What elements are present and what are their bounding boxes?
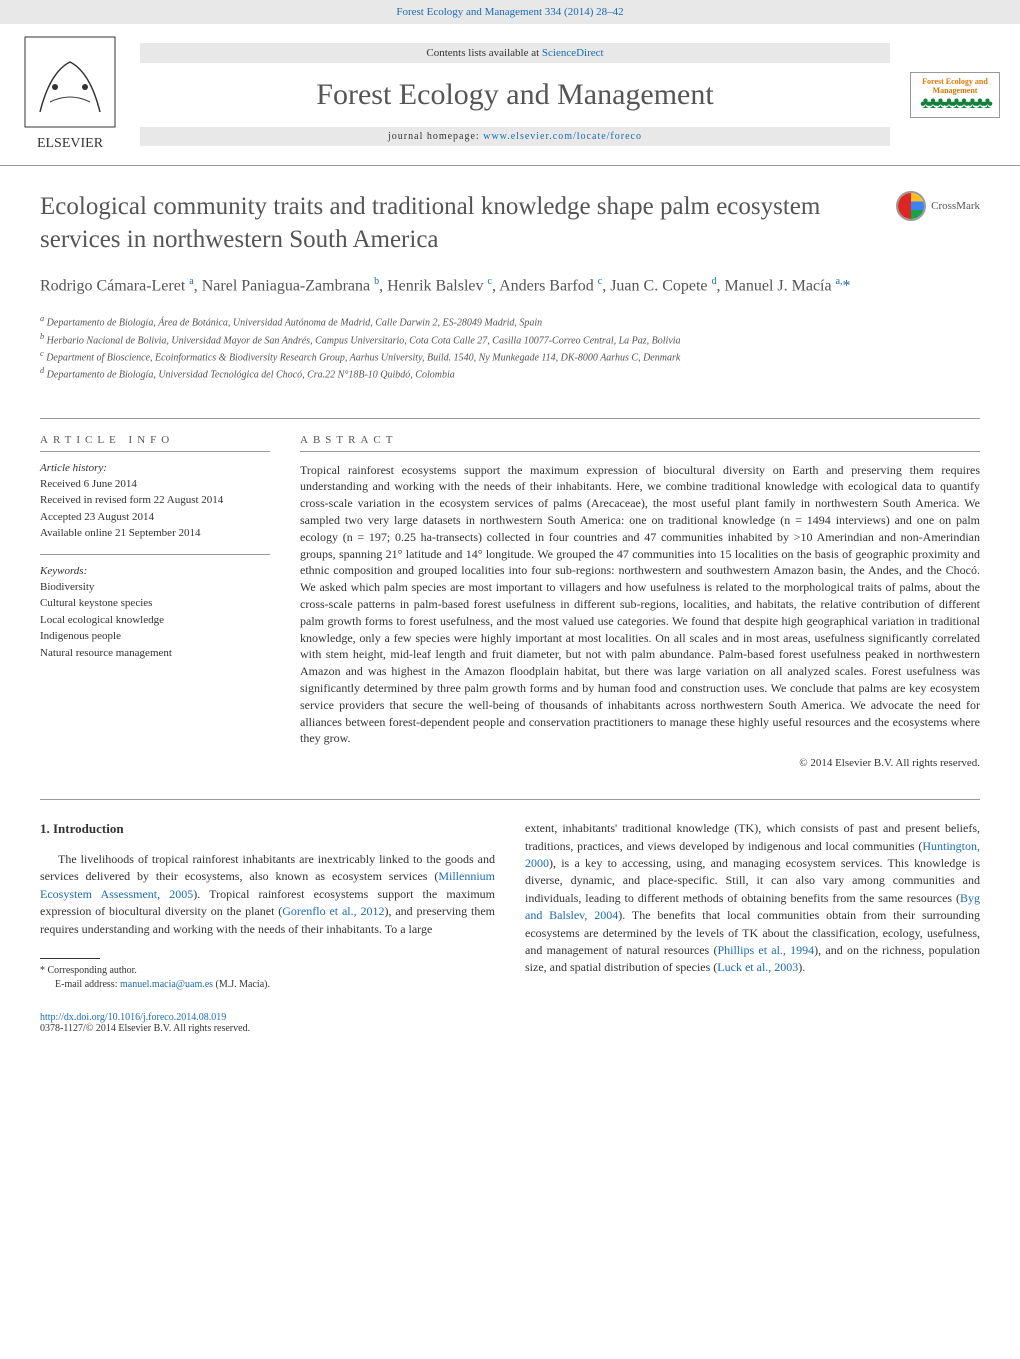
intro-paragraph-right: extent, inhabitants' traditional knowled… <box>525 820 980 977</box>
abstract-heading: ABSTRACT <box>300 434 980 446</box>
history-line: Accepted 23 August 2014 <box>40 509 270 526</box>
divider <box>40 418 980 419</box>
history-line: Received in revised form 22 August 2014 <box>40 492 270 509</box>
section-divider <box>40 799 980 800</box>
history-line: Received 6 June 2014 <box>40 476 270 493</box>
keyword-line: Cultural keystone species <box>40 595 270 612</box>
right-column: extent, inhabitants' traditional knowled… <box>525 820 980 992</box>
article-title: Ecological community traits and traditio… <box>40 191 876 256</box>
crossmark-icon <box>896 191 926 221</box>
issn-line: 0378-1127/© 2014 Elsevier B.V. All right… <box>40 1023 250 1034</box>
homepage-link[interactable]: www.elsevier.com/locate/foreco <box>483 131 642 142</box>
journal-name: Forest Ecology and Management <box>140 78 890 112</box>
homepage-line: journal homepage: www.elsevier.com/locat… <box>140 127 890 146</box>
affiliation-line: a Departamento de Biología, Área de Botá… <box>40 313 980 330</box>
affiliation-line: d Departamento de Biología, Universidad … <box>40 365 980 382</box>
top-citation-link[interactable]: Forest Ecology and Management 334 (2014)… <box>396 6 623 18</box>
journal-cover: Forest Ecology and Management ♣♣♣ ♣♣♣ ♣♣… <box>910 72 1000 118</box>
contents-line: Contents lists available at ScienceDirec… <box>140 43 890 63</box>
keyword-line: Natural resource management <box>40 645 270 662</box>
body-columns: 1. Introduction The livelihoods of tropi… <box>0 820 1020 1012</box>
crossmark-badge[interactable]: CrossMark <box>896 191 980 221</box>
email-link[interactable]: manuel.macia@uam.es <box>120 979 213 990</box>
article-info: ARTICLE INFO Article history: Received 6… <box>40 434 270 770</box>
info-heading: ARTICLE INFO <box>40 434 270 446</box>
keyword-line: Indigenous people <box>40 628 270 645</box>
history-label: Article history: <box>40 462 270 474</box>
authors-list: Rodrigo Cámara-Leret a, Narel Paniagua-Z… <box>40 274 980 298</box>
header-center: Contents lists available at ScienceDirec… <box>140 43 890 146</box>
cover-trees-icon: ♣♣♣ ♣♣♣ ♣♣♣ <box>915 95 995 113</box>
affiliations-list: a Departamento de Biología, Área de Botá… <box>40 313 980 382</box>
keyword-line: Biodiversity <box>40 579 270 596</box>
footer: http://dx.doi.org/10.1016/j.foreco.2014.… <box>0 1012 1020 1054</box>
doi-link[interactable]: http://dx.doi.org/10.1016/j.foreco.2014.… <box>40 1012 226 1023</box>
affiliation-line: b Herbario Nacional de Bolivia, Universi… <box>40 331 980 348</box>
footnote-divider <box>40 958 100 959</box>
history-line: Available online 21 September 2014 <box>40 525 270 542</box>
elsevier-logo: ELSEVIER <box>20 32 120 157</box>
cover-title: Forest Ecology and Management <box>915 77 995 95</box>
left-column: 1. Introduction The livelihoods of tropi… <box>40 820 495 992</box>
abstract-text: Tropical rainforest ecosystems support t… <box>300 462 980 748</box>
copyright-line: © 2014 Elsevier B.V. All rights reserved… <box>300 757 980 769</box>
keyword-line: Local ecological knowledge <box>40 612 270 629</box>
svg-text:ELSEVIER: ELSEVIER <box>37 136 104 151</box>
intro-paragraph-left: The livelihoods of tropical rainforest i… <box>40 851 495 938</box>
email-footnote: E-mail address: manuel.macia@uam.es (M.J… <box>40 978 495 992</box>
journal-header: ELSEVIER Contents lists available at Sci… <box>0 24 1020 166</box>
keywords-label: Keywords: <box>40 565 270 577</box>
affiliation-line: c Department of Bioscience, Ecoinformati… <box>40 348 980 365</box>
info-abstract-row: ARTICLE INFO Article history: Received 6… <box>0 434 1020 770</box>
top-citation-bar: Forest Ecology and Management 334 (2014)… <box>0 0 1020 24</box>
abstract-section: ABSTRACT Tropical rainforest ecosystems … <box>300 434 980 770</box>
corresponding-footnote: * Corresponding author. <box>40 964 495 978</box>
article-header: Ecological community traits and traditio… <box>0 166 1020 403</box>
section-heading: 1. Introduction <box>40 820 495 839</box>
crossmark-label: CrossMark <box>931 200 980 212</box>
sciencedirect-link[interactable]: ScienceDirect <box>542 47 604 59</box>
